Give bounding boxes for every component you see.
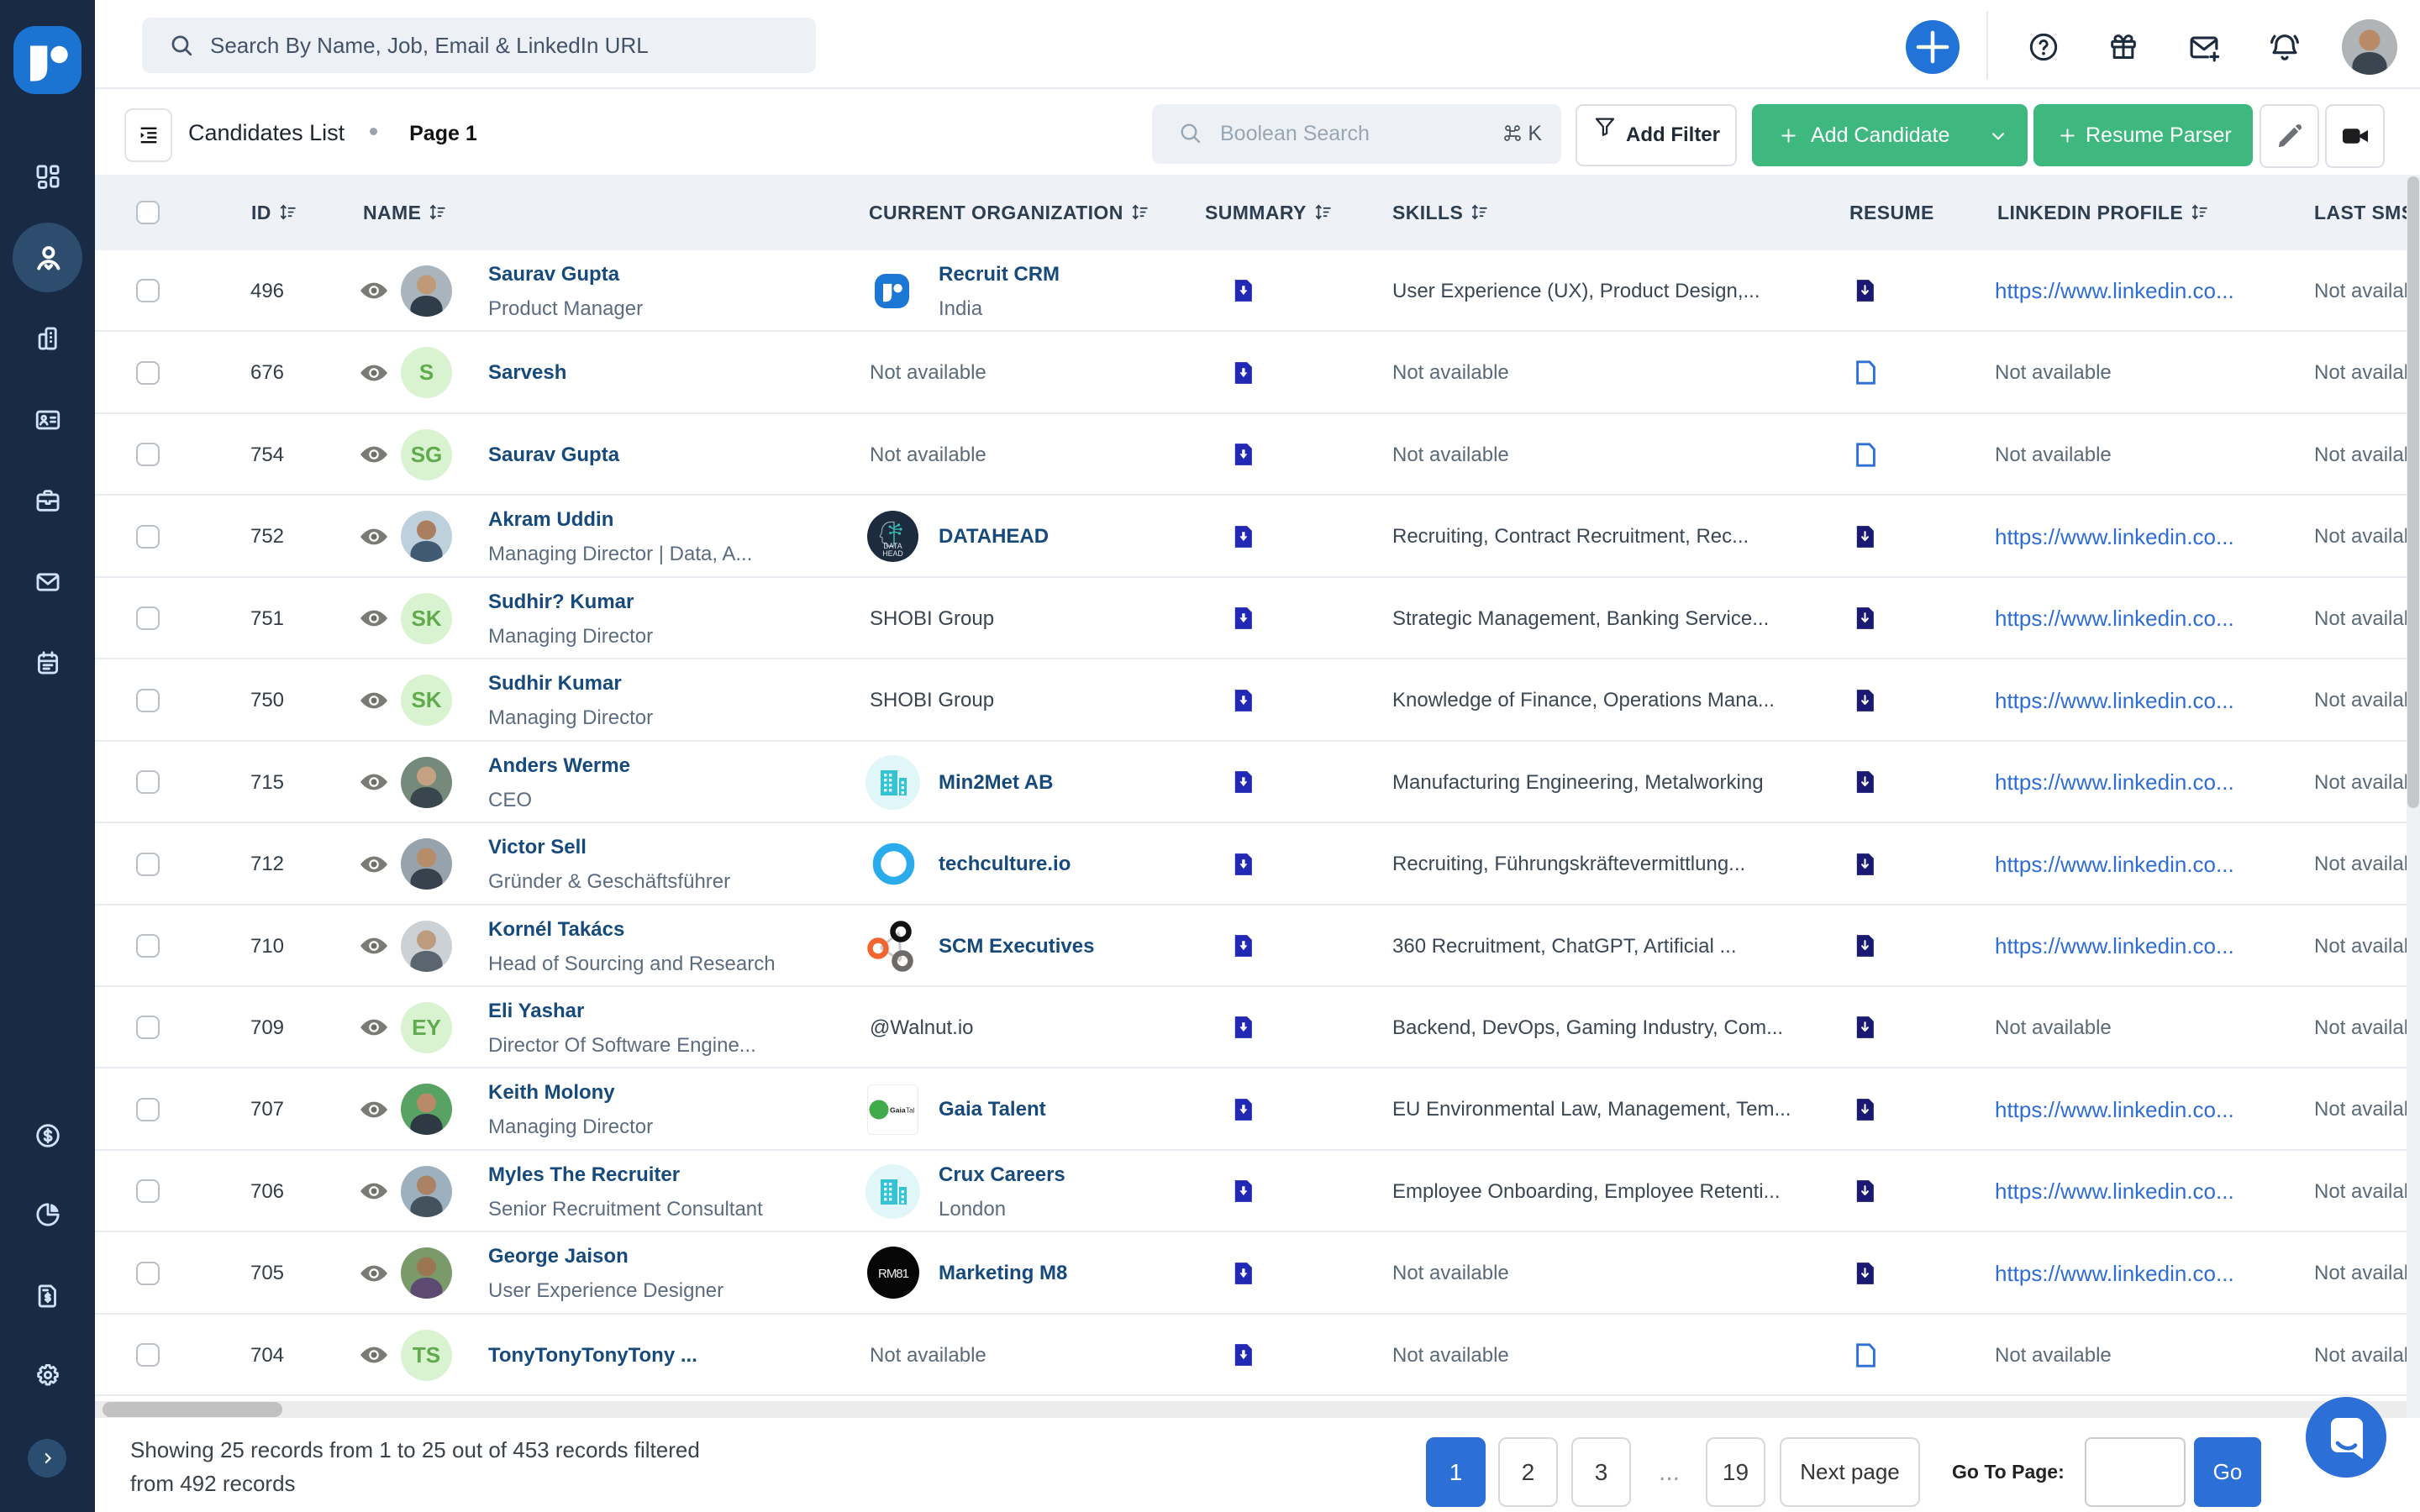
svg-text:HEAD: HEAD: [882, 549, 902, 558]
svg-text:Gaia: Gaia: [890, 1106, 906, 1115]
svg-text:Tal: Tal: [906, 1107, 915, 1115]
svg-text:DATA: DATA: [883, 542, 902, 550]
svg-text:RМ81: RМ81: [878, 1267, 909, 1281]
